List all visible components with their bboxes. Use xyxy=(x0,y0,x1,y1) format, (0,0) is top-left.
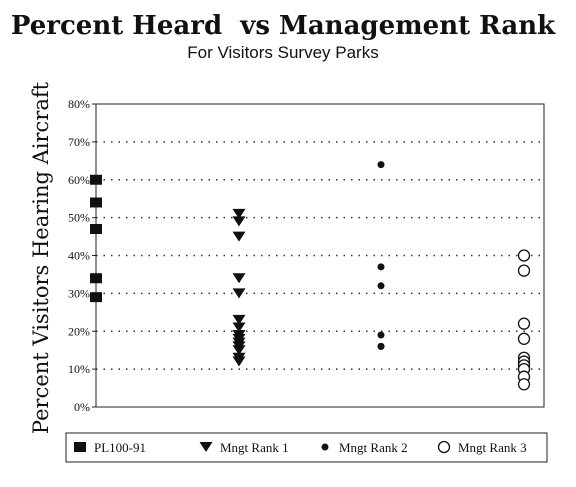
mngt-rank-2-point xyxy=(377,161,385,169)
mngt-rank-1-point xyxy=(232,314,246,325)
mngt-rank-2-point xyxy=(321,443,329,451)
data-points xyxy=(90,161,531,391)
legend-label: Mngt Rank 3 xyxy=(458,440,527,455)
legend-frame xyxy=(65,432,548,463)
pl100-91-point xyxy=(90,223,102,234)
mngt-rank-2-point xyxy=(377,282,385,290)
y-tick-label: 50% xyxy=(68,211,90,225)
mngt-rank-2-point xyxy=(377,331,385,339)
mngt-rank-1-point xyxy=(232,322,246,333)
pl100-91-point xyxy=(90,273,102,284)
legend-label: Mngt Rank 1 xyxy=(220,440,289,455)
legend: PL100-91 Mngt Rank 1 Mngt Rank 2 Mngt Rank … xyxy=(65,432,548,463)
pl100-91-point xyxy=(74,442,86,452)
mngt-rank-3-point xyxy=(517,249,531,262)
mngt-rank-3-point xyxy=(517,317,531,330)
mngt-rank-3-point xyxy=(517,264,531,277)
mngt-rank-1-point xyxy=(232,216,246,227)
y-tick-label: 60% xyxy=(68,173,90,187)
mngt-rank-2-point xyxy=(377,342,385,350)
mngt-rank-3-point xyxy=(517,332,531,345)
y-tick-label: 30% xyxy=(68,286,90,300)
y-axis-label: Percent Visitors Hearing Aircraft xyxy=(29,81,53,434)
pl100-91-point xyxy=(90,197,102,208)
y-tick-label: 10% xyxy=(68,362,90,376)
chart-subtitle: For Visitors Survey Parks xyxy=(187,43,378,62)
y-tick-label: 20% xyxy=(68,324,90,338)
y-tick-label: 0% xyxy=(74,400,90,414)
mngt-rank-1-point xyxy=(232,356,246,367)
grid-lines xyxy=(96,141,544,370)
y-axis-ticks: 0% 10% 20% 30% 40% 50% 60% 70% 80% xyxy=(68,97,96,414)
plot-frame xyxy=(95,103,545,408)
mngt-rank-1-point xyxy=(232,288,246,299)
pl100-91-point xyxy=(90,292,102,303)
mngt-rank-1-point xyxy=(199,442,213,452)
mngt-rank-1-point xyxy=(232,231,246,242)
mngt-rank-3-point xyxy=(437,440,451,454)
y-tick-label: 70% xyxy=(68,135,90,149)
legend-label: Mngt Rank 2 xyxy=(339,440,408,455)
mngt-rank-1-point xyxy=(232,208,246,219)
mngt-rank-3-point xyxy=(517,378,531,391)
pl100-91-point xyxy=(90,174,102,185)
legend-label: PL100-91 xyxy=(94,440,146,455)
mngt-rank-2-point xyxy=(377,263,385,271)
mngt-rank-1-point xyxy=(232,273,246,284)
mngt-rank-1-point xyxy=(232,345,246,356)
chart-title: Percent Heard vs Management Rank xyxy=(11,11,556,41)
y-tick-label: 40% xyxy=(68,249,90,263)
y-tick-label: 80% xyxy=(68,97,90,111)
